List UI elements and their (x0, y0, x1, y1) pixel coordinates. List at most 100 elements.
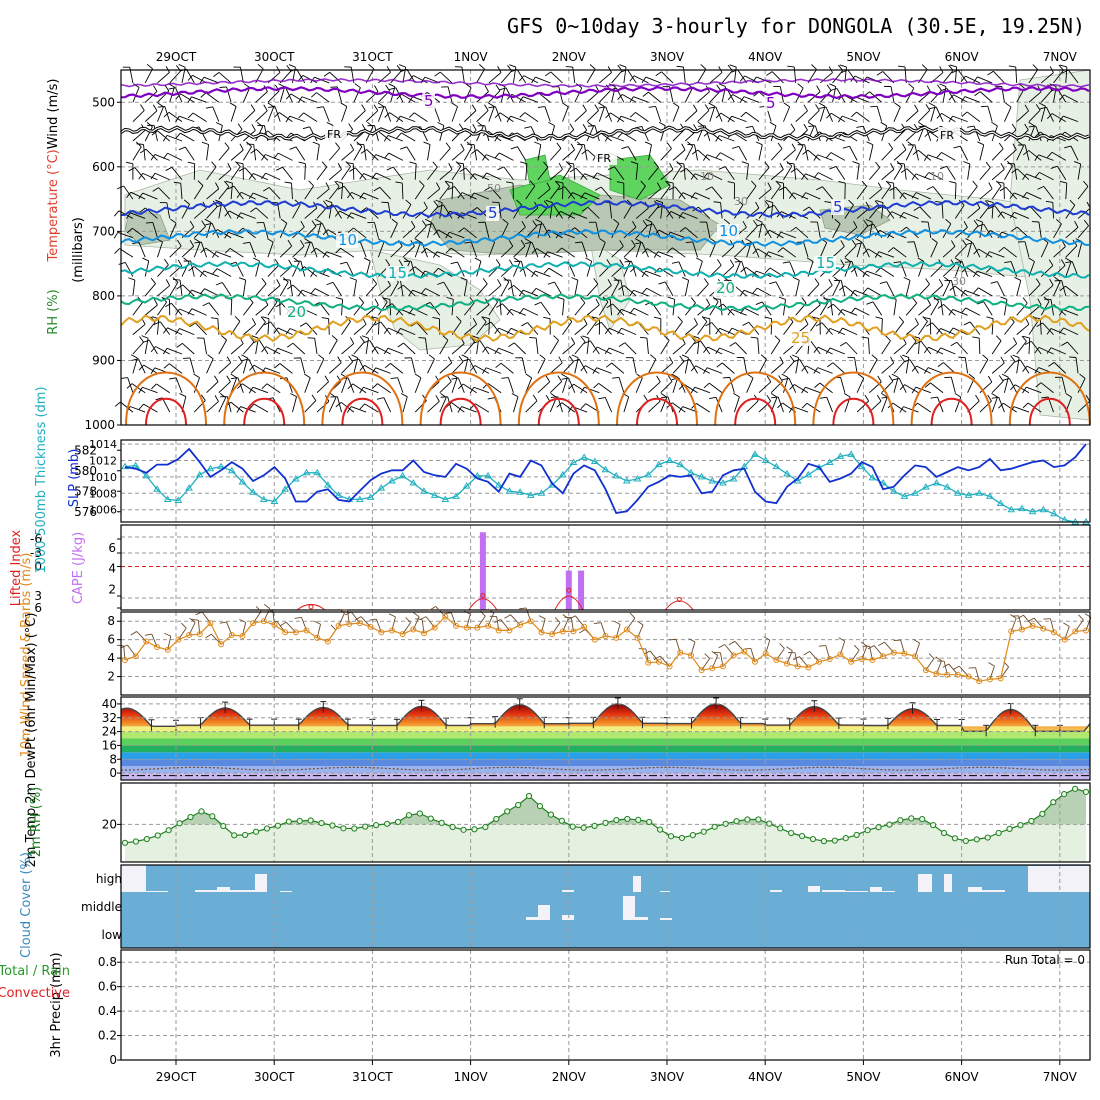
wind-barb (205, 247, 220, 258)
rh-2m-point (274, 822, 281, 829)
wind-barb-flag (866, 301, 874, 305)
wind-barb (697, 110, 710, 122)
wind-barb (770, 169, 784, 181)
isotherm-label: 20 (716, 279, 735, 297)
wind-barb (943, 304, 956, 316)
wind-barb (805, 173, 821, 181)
thickness-point (398, 471, 407, 479)
precip-panel: Run Total = 000.20.40.60.8 (98, 949, 1091, 1067)
wind-barb (253, 144, 257, 161)
wind-barb-flag (262, 316, 270, 320)
wind-barb (377, 383, 391, 394)
wind-barb-flag (388, 613, 396, 618)
wind-barb-flag (604, 347, 610, 355)
wind-barb (854, 75, 870, 84)
bottom-day-axis: 29OCT 30OCT 31OCT 1NOV 2NOV 3NOV 4NOV 5NOV 6NOV 7… (156, 1070, 1078, 1084)
wind-barb (906, 168, 919, 181)
slp-title: SLP (mb) (67, 449, 82, 508)
wind-barb (387, 135, 404, 142)
wind-barb (314, 288, 330, 297)
wind-barb-flag (390, 377, 398, 380)
wind-barb (769, 229, 784, 239)
slp-tick-label: 1006 (89, 504, 117, 517)
wind-barb (1004, 343, 1017, 355)
isotherm-35-lobe (243, 397, 286, 426)
wind-barb-flag (870, 105, 878, 108)
wind-barb (892, 402, 907, 413)
wind-barb-flag (248, 192, 254, 200)
wind-barb (486, 346, 502, 355)
isotherm-label: 10 (338, 231, 357, 249)
wind-barb-flag (482, 346, 488, 353)
wind-barb-flag (181, 622, 187, 629)
wind-barb (881, 169, 895, 181)
thickness-title: 1000-500mb Thickness (dm) (34, 386, 49, 573)
wind-barb (1014, 192, 1030, 200)
wind-barb (645, 76, 661, 84)
wind-barb (341, 299, 343, 316)
wind-barb-flag (484, 186, 491, 192)
wind-barb-flag (363, 257, 371, 262)
wind-barb (512, 396, 519, 413)
wind-barb-flag (977, 141, 984, 146)
wind-barb (300, 260, 306, 277)
wind-barb (758, 167, 770, 181)
wind-barb-flag (510, 146, 518, 150)
wind-10m-speed-point (207, 620, 214, 627)
contour-label-bg (764, 96, 777, 111)
wind-barb-flag (557, 375, 563, 382)
wind-barb (403, 342, 416, 355)
wind-barb (535, 270, 551, 277)
wind-barb-flag (555, 211, 561, 218)
temperature-color-band (121, 726, 1090, 732)
wind-barb-flag (310, 270, 315, 278)
wind-barb (624, 342, 637, 355)
wind-barb-flag (565, 161, 572, 167)
wind-barb-flag (693, 317, 698, 325)
wind-barb-flag (1022, 335, 1030, 339)
wind-barb (700, 340, 711, 355)
day-label-bottom: 3NOV (650, 1070, 685, 1084)
thickness-point (163, 495, 172, 502)
wind-barb-flag (790, 226, 797, 232)
wind-barb-flag (284, 181, 292, 184)
wind-10m-speed-point (474, 624, 481, 631)
wind-barb-flag (521, 220, 526, 228)
wind-barb-flag (397, 284, 404, 290)
wind-barb (869, 188, 882, 200)
thickness-line (124, 453, 1086, 523)
wind-barb (903, 163, 907, 180)
wind-barb-flag (518, 308, 524, 315)
wind-barb (684, 302, 696, 316)
wind-barb (182, 284, 195, 297)
cape-tick-label: 4 (108, 562, 116, 576)
wind-barb (1028, 150, 1042, 161)
wind-barb (976, 270, 993, 277)
wind-barb (770, 185, 781, 200)
wind-barb (364, 364, 379, 374)
wind-barb (807, 283, 820, 297)
wind-barb (996, 281, 1005, 297)
wind-barb-flag (418, 337, 426, 339)
wind-barb-flag (592, 172, 598, 179)
wind-10m-title-part: 10m Wind Speed & Barbs (m/s) (19, 553, 34, 758)
wind-barb (549, 186, 561, 200)
wind-barb (965, 75, 981, 84)
wind-barb (672, 377, 679, 393)
wind-barb (692, 241, 698, 258)
wind-barb (574, 146, 583, 161)
wind-barb-flag (347, 406, 352, 413)
wind-barb (930, 265, 943, 277)
wind-barb-flag (419, 616, 427, 621)
wind-barb (255, 304, 269, 316)
wind-barb-flag (1046, 113, 1053, 119)
wind-barb (919, 206, 932, 219)
wind-barb (513, 285, 526, 297)
wind-barb-flag (923, 367, 929, 374)
rh-2m-point (919, 816, 926, 823)
wind-barb (279, 281, 289, 297)
rh-2m-point (733, 818, 740, 825)
wind-barb-flag (756, 223, 764, 227)
wind-barb (1028, 337, 1031, 355)
wind-barb-flag (653, 161, 659, 168)
